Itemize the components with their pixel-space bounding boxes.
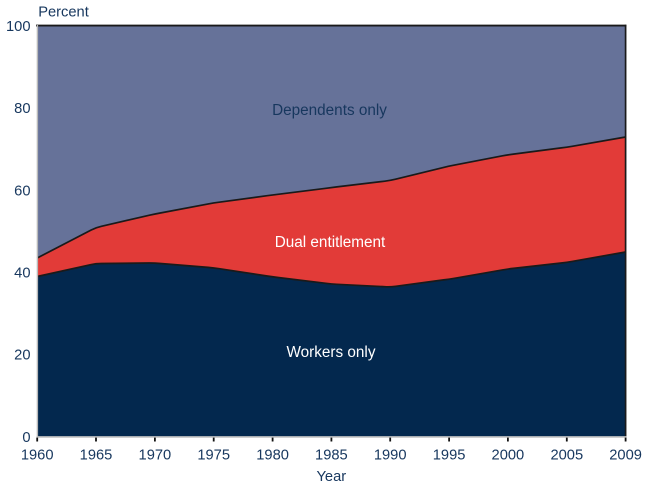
svg-text:1985: 1985 [315, 448, 348, 464]
svg-text:1965: 1965 [80, 448, 113, 464]
svg-text:0: 0 [22, 430, 30, 446]
svg-text:Year: Year [316, 469, 346, 485]
svg-text:1960: 1960 [21, 448, 54, 464]
svg-text:2005: 2005 [550, 448, 583, 464]
svg-text:Percent: Percent [38, 4, 89, 20]
svg-text:2000: 2000 [492, 448, 525, 464]
svg-text:80: 80 [14, 101, 30, 117]
svg-text:Dual entitlement: Dual entitlement [275, 234, 386, 251]
svg-text:1995: 1995 [433, 448, 466, 464]
svg-text:1990: 1990 [374, 448, 407, 464]
svg-text:100: 100 [6, 19, 31, 35]
svg-text:1975: 1975 [197, 448, 230, 464]
svg-text:Workers only: Workers only [287, 344, 376, 361]
svg-text:Dependents only: Dependents only [272, 102, 387, 119]
svg-text:40: 40 [14, 266, 30, 282]
svg-text:60: 60 [14, 183, 30, 199]
svg-text:2009: 2009 [609, 448, 642, 464]
svg-text:20: 20 [14, 348, 30, 364]
svg-text:1970: 1970 [139, 448, 172, 464]
svg-text:1980: 1980 [256, 448, 289, 464]
